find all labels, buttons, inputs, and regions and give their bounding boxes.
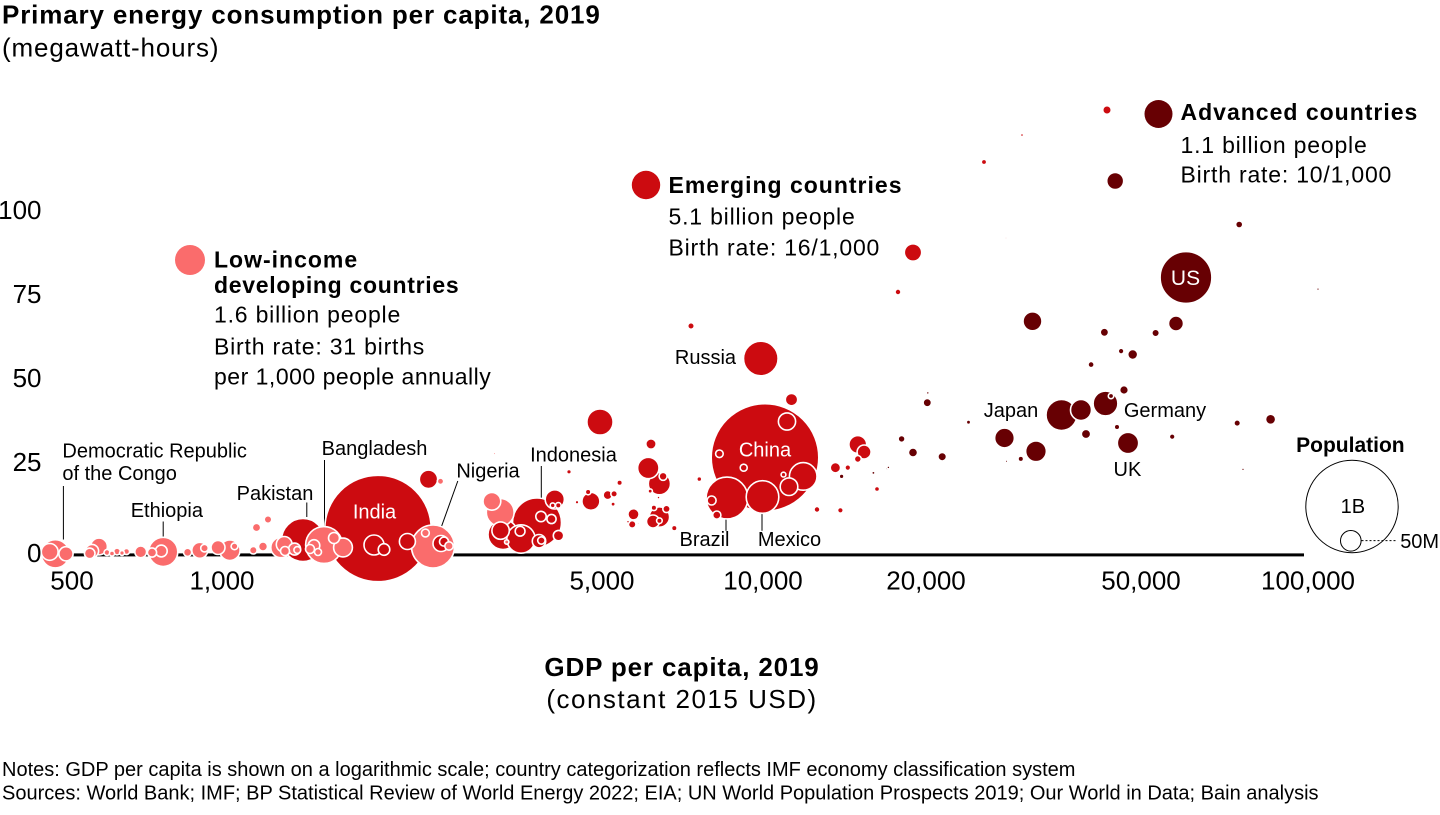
svg-text:Notes: GDP per capita is shown: Notes: GDP per capita is shown on a loga…: [2, 759, 1075, 781]
svg-text:100,000: 100,000: [1261, 566, 1355, 596]
svg-text:India: India: [353, 501, 397, 523]
svg-text:Bangladesh: Bangladesh: [322, 438, 428, 460]
svg-text:25: 25: [13, 447, 42, 477]
svg-text:100: 100: [0, 195, 42, 225]
svg-text:Low-income: Low-income: [214, 246, 358, 272]
svg-text:US: US: [1171, 267, 1200, 290]
svg-text:Japan: Japan: [984, 400, 1039, 422]
svg-text:Birth rate: 10/1,000: Birth rate: 10/1,000: [1181, 162, 1393, 188]
svg-text:Russia: Russia: [675, 347, 737, 369]
svg-text:0: 0: [27, 538, 41, 568]
svg-text:1.1 billion people: 1.1 billion people: [1181, 132, 1368, 158]
svg-text:500: 500: [50, 566, 93, 596]
svg-text:per 1,000 people annually: per 1,000 people annually: [214, 364, 491, 390]
svg-text:50M: 50M: [1400, 531, 1439, 553]
svg-text:UK: UK: [1114, 459, 1142, 481]
svg-text:10,000: 10,000: [723, 566, 803, 596]
svg-text:Indonesia: Indonesia: [530, 444, 618, 466]
svg-text:of the Congo: of the Congo: [62, 463, 177, 485]
svg-text:Emerging countries: Emerging countries: [669, 172, 903, 198]
svg-text:developing countries: developing countries: [214, 272, 459, 298]
svg-text:(constant 2015 USD): (constant 2015 USD): [546, 684, 817, 714]
svg-text:China: China: [739, 440, 792, 462]
svg-text:Germany: Germany: [1124, 400, 1206, 422]
svg-text:75: 75: [13, 279, 42, 309]
svg-text:Mexico: Mexico: [758, 529, 821, 551]
svg-text:5,000: 5,000: [569, 566, 634, 596]
svg-text:1,000: 1,000: [189, 566, 254, 596]
svg-text:Brazil: Brazil: [679, 529, 729, 551]
svg-text:Nigeria: Nigeria: [456, 460, 520, 482]
svg-text:5.1 billion people: 5.1 billion people: [669, 204, 856, 230]
svg-text:50,000: 50,000: [1101, 566, 1181, 596]
svg-text:20,000: 20,000: [886, 566, 966, 596]
svg-text:Ethiopia: Ethiopia: [131, 500, 204, 522]
svg-text:1.6 billion people: 1.6 billion people: [214, 302, 401, 328]
svg-text:Sources: World Bank; IMF; BP S: Sources: World Bank; IMF; BP Statistical…: [2, 782, 1319, 804]
svg-text:1B: 1B: [1341, 496, 1365, 518]
svg-text:GDP per capita, 2019: GDP per capita, 2019: [544, 652, 819, 682]
svg-text:Primary energy consumption per: Primary energy consumption per capita, 2…: [2, 0, 601, 30]
svg-text:(megawatt-hours): (megawatt-hours): [2, 33, 219, 63]
svg-text:50: 50: [13, 363, 42, 393]
svg-text:Birth rate: 16/1,000: Birth rate: 16/1,000: [669, 235, 881, 261]
svg-text:Democratic Republic: Democratic Republic: [62, 441, 247, 463]
svg-text:Birth rate: 31 births: Birth rate: 31 births: [214, 333, 425, 359]
svg-text:Pakistan: Pakistan: [237, 483, 314, 505]
svg-text:Advanced countries: Advanced countries: [1181, 99, 1419, 125]
svg-text:Population: Population: [1296, 434, 1405, 457]
